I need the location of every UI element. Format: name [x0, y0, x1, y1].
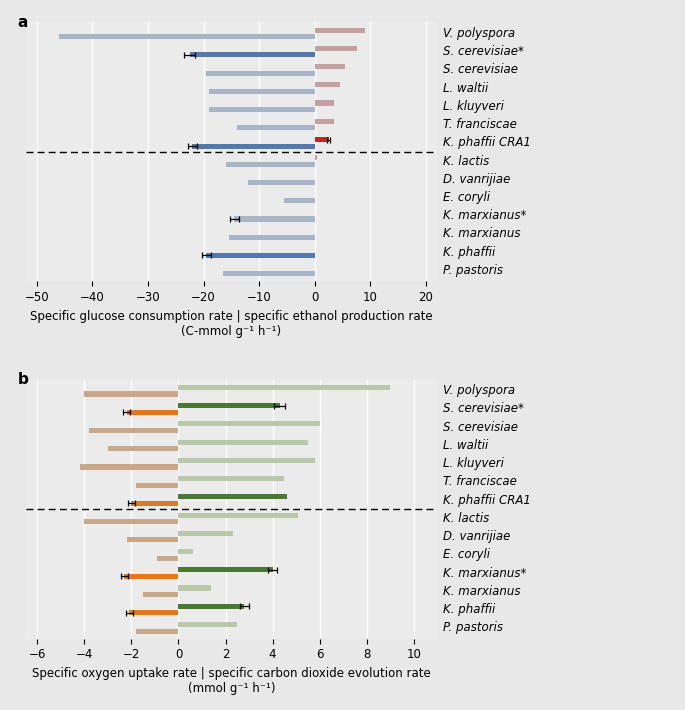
Bar [179, 549, 192, 554]
Bar [108, 446, 179, 452]
Bar [209, 89, 315, 94]
Bar [127, 537, 179, 542]
Bar [129, 611, 179, 616]
X-axis label: Specific oxygen uptake rate | specific carbon dioxide evolution rate
(mmol g⁻¹ h: Specific oxygen uptake rate | specific c… [32, 667, 431, 695]
Text: E. coryli: E. coryli [443, 191, 490, 204]
Bar [179, 422, 320, 427]
Text: K. marxianus*: K. marxianus* [443, 209, 527, 222]
Bar [179, 439, 308, 444]
Bar [315, 119, 334, 124]
Text: K. marxianus: K. marxianus [443, 227, 521, 241]
Text: b: b [17, 372, 28, 387]
Text: P. pastoris: P. pastoris [443, 264, 503, 277]
Text: L. kluyveri: L. kluyveri [443, 100, 504, 113]
Bar [125, 574, 179, 579]
Text: S. cerevisiae*: S. cerevisiae* [443, 45, 524, 58]
Bar [127, 410, 179, 415]
Bar [179, 622, 237, 627]
Bar [179, 476, 284, 481]
Bar [192, 143, 315, 148]
Text: D. vanrijiae: D. vanrijiae [443, 173, 511, 186]
Bar [89, 428, 179, 433]
Bar [84, 391, 179, 397]
Bar [190, 53, 315, 58]
Text: L. kluyveri: L. kluyveri [443, 457, 504, 470]
Bar [179, 458, 315, 463]
Text: S. cerevisiae: S. cerevisiae [443, 421, 519, 434]
Bar [315, 101, 334, 106]
Bar [315, 137, 329, 142]
Bar [179, 494, 286, 499]
Bar [143, 592, 179, 597]
Bar [315, 64, 345, 69]
Bar [179, 513, 299, 518]
Bar [315, 28, 365, 33]
X-axis label: Specific glucose consumption rate | specific ethanol production rate
(C-mmol g⁻¹: Specific glucose consumption rate | spec… [30, 310, 433, 338]
Text: K. phaffii: K. phaffii [443, 246, 495, 258]
Text: S. cerevisiae: S. cerevisiae [443, 63, 519, 77]
Bar [206, 253, 315, 258]
Bar [59, 34, 315, 39]
Text: K. phaffii: K. phaffii [443, 603, 495, 616]
Bar [179, 604, 245, 608]
Text: K. phaffii CRA1: K. phaffii CRA1 [443, 136, 531, 149]
Bar [179, 385, 390, 390]
Text: S. cerevisiae*: S. cerevisiae* [443, 403, 524, 415]
Text: E. coryli: E. coryli [443, 548, 490, 562]
Text: L. waltii: L. waltii [443, 82, 488, 94]
Text: K. lactis: K. lactis [443, 155, 490, 168]
Text: K. phaffii CRA1: K. phaffii CRA1 [443, 493, 531, 507]
Bar [132, 501, 179, 506]
Text: L. waltii: L. waltii [443, 439, 488, 452]
Bar [284, 198, 315, 203]
Bar [179, 531, 233, 536]
Bar [84, 519, 179, 524]
Bar [136, 483, 179, 488]
Text: K. lactis: K. lactis [443, 512, 490, 525]
Bar [179, 403, 279, 408]
Text: K. marxianus: K. marxianus [443, 585, 521, 598]
Bar [179, 586, 212, 591]
Bar [209, 107, 315, 112]
Bar [248, 180, 315, 185]
Bar [158, 556, 179, 561]
Text: V. polyspora: V. polyspora [443, 27, 515, 40]
Text: P. pastoris: P. pastoris [443, 621, 503, 634]
Bar [237, 125, 315, 131]
Text: K. marxianus*: K. marxianus* [443, 567, 527, 579]
Bar [315, 155, 317, 160]
Text: D. vanrijiae: D. vanrijiae [443, 530, 511, 543]
Text: a: a [17, 15, 28, 30]
Bar [234, 217, 315, 222]
Bar [79, 464, 179, 469]
Bar [136, 628, 179, 633]
Text: V. polyspora: V. polyspora [443, 384, 515, 398]
Bar [315, 45, 356, 51]
Bar [206, 70, 315, 76]
Bar [223, 271, 315, 276]
Text: T. franciscae: T. franciscae [443, 118, 517, 131]
Bar [229, 235, 315, 240]
Bar [179, 567, 273, 572]
Bar [315, 82, 340, 87]
Text: T. franciscae: T. franciscae [443, 476, 517, 488]
Bar [226, 162, 315, 167]
